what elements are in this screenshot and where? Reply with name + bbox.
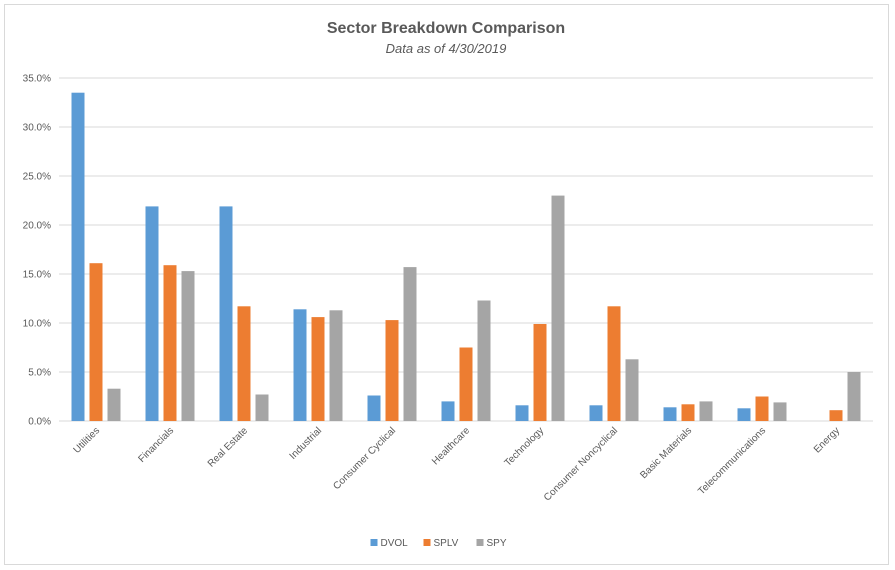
x-category-label: Telecommunications [696, 425, 768, 497]
bar-dvol-consumer-noncyclical [589, 405, 603, 421]
chart-subtitle: Data as of 4/30/2019 [386, 41, 507, 56]
bar-dvol-basic-materials [663, 407, 677, 421]
bar-splv-telecommunications [755, 396, 769, 421]
bars [71, 92, 861, 421]
sector-bar-chart: Sector Breakdown Comparison Data as of 4… [23, 20, 873, 549]
bar-spy-utilities [107, 388, 121, 421]
x-category-label: Utilities [72, 425, 103, 456]
bar-spy-technology [551, 195, 565, 421]
x-category-label: Financials [137, 425, 177, 465]
y-tick-label: 25.0% [23, 172, 51, 183]
x-axis-category-labels: Utilities Financials Real Estate Industrial… [72, 425, 843, 503]
y-axis-tick-labels: 0.0% 5.0% 10.0% 15.0% 20.0% 25.0% 30.0% 35.0% [23, 74, 51, 428]
x-category-label: Energy [812, 425, 842, 455]
bar-dvol-real-estate [219, 206, 233, 421]
x-category-label: Industrial [288, 425, 324, 461]
bar-spy-consumer-noncyclical [625, 359, 639, 421]
y-tick-label: 15.0% [23, 270, 51, 281]
x-category-label: Healthcare [430, 425, 472, 467]
bar-dvol-consumer-cyclical [367, 395, 381, 421]
bar-splv-consumer-noncyclical [607, 306, 621, 421]
y-tick-label: 20.0% [23, 221, 51, 232]
y-tick-label: 30.0% [23, 123, 51, 134]
bar-dvol-industrial [293, 309, 307, 421]
bar-spy-basic-materials [699, 401, 713, 421]
x-category-label: Real Estate [206, 425, 251, 470]
bar-splv-consumer-cyclical [385, 320, 399, 421]
chart-title: Sector Breakdown Comparison [327, 20, 565, 37]
bar-splv-basic-materials [681, 404, 695, 421]
bar-spy-consumer-cyclical [403, 267, 417, 421]
bar-splv-financials [163, 265, 177, 421]
legend-swatch-dvol [370, 539, 378, 546]
x-category-label: Consumer Noncyclical [542, 425, 620, 503]
bar-splv-technology [533, 324, 547, 421]
bar-dvol-technology [515, 405, 529, 421]
legend-swatch-spy [476, 539, 484, 546]
bar-dvol-healthcare [441, 401, 455, 421]
y-tick-label: 35.0% [23, 74, 51, 85]
bar-splv-industrial [311, 317, 325, 421]
legend: DVOL SPLV SPY [370, 538, 507, 549]
bar-spy-financials [181, 271, 195, 421]
y-tick-label: 0.0% [28, 417, 51, 428]
bar-dvol-financials [145, 206, 159, 421]
bar-splv-real-estate [237, 306, 251, 421]
bar-dvol-telecommunications [737, 408, 751, 421]
bar-splv-utilities [89, 263, 103, 421]
legend-label-spy: SPY [487, 538, 507, 549]
bar-spy-real-estate [255, 394, 269, 421]
bar-dvol-utilities [71, 92, 85, 421]
bar-spy-energy [847, 372, 861, 421]
legend-swatch-splv [423, 539, 431, 546]
chart-area: Sector Breakdown Comparison Data as of 4… [4, 4, 889, 565]
x-category-label: Consumer Cyclical [331, 425, 398, 492]
y-tick-label: 5.0% [28, 368, 51, 379]
bar-splv-healthcare [459, 347, 473, 421]
bar-spy-healthcare [477, 300, 491, 421]
x-category-label: Technology [503, 425, 547, 469]
legend-label-splv: SPLV [434, 538, 459, 549]
y-tick-label: 10.0% [23, 319, 51, 330]
bar-spy-industrial [329, 310, 343, 421]
bar-splv-energy [829, 410, 843, 421]
bar-spy-telecommunications [773, 402, 787, 421]
legend-label-dvol: DVOL [381, 538, 409, 549]
x-category-label: Basic Materials [638, 425, 694, 481]
